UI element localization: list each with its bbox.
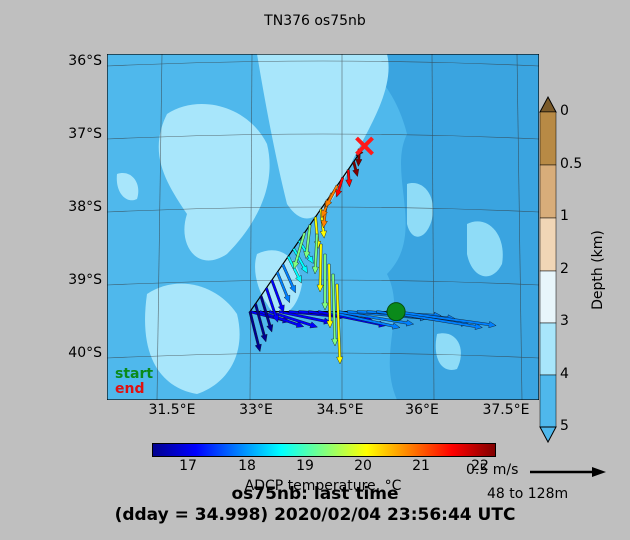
velocity-arrow — [270, 279, 285, 313]
velocity-arrow — [275, 271, 291, 304]
lon-label: 36°E — [405, 402, 439, 418]
depth-colorbar-label: Depth (km) — [590, 230, 606, 310]
depth-tick: 2 — [560, 261, 569, 277]
velocity-arrow — [345, 169, 353, 188]
temperature-tick: 17 — [179, 458, 197, 474]
lat-label: 37°S — [68, 126, 102, 142]
velocity-arrow — [321, 253, 329, 311]
scale-speed-label: 0.5 m/s — [466, 462, 519, 478]
lat-label: 40°S — [68, 345, 102, 361]
velocity-arrow — [259, 295, 274, 333]
temperature-tick: 22 — [471, 458, 489, 474]
temperature-colorbar-label: ADCP temperature, °C — [244, 478, 402, 494]
legend-start-label: start — [115, 366, 154, 382]
shallow-water-region — [158, 104, 270, 261]
end-marker — [355, 136, 374, 156]
temperature-tick: 19 — [296, 458, 314, 474]
shallow-water-region — [407, 183, 433, 237]
depth-tick: 4 — [560, 366, 569, 382]
temperature-tick: 18 — [238, 458, 256, 474]
lon-label: 34.5°E — [316, 402, 364, 418]
map-frame — [107, 54, 539, 400]
shallow-water-region — [116, 173, 139, 201]
legend-end-label: end — [115, 381, 145, 397]
lat-label: 36°S — [68, 53, 102, 69]
shallow-water-region — [257, 54, 389, 219]
velocity-arrow — [254, 303, 268, 343]
footer-title: os75nb: last time — [231, 484, 399, 504]
lat-label: 39°S — [68, 272, 102, 288]
temperature-tick: 20 — [354, 458, 372, 474]
velocity-arrow — [264, 287, 279, 323]
shallow-water-region — [467, 221, 503, 277]
footer-timestamp: (dday = 34.998) 2020/02/04 23:56:44 UTC — [114, 505, 516, 525]
velocity-arrow — [268, 310, 318, 329]
velocity-arrow — [355, 153, 363, 167]
plot-title: TN376 os75nb — [264, 13, 366, 29]
shallow-water-region — [145, 283, 240, 394]
scale-depth-range: 48 to 128m — [487, 486, 569, 502]
depth-tick: 1 — [560, 208, 569, 224]
velocity-arrow — [316, 243, 324, 293]
velocity-arrow — [292, 232, 306, 270]
depth-colorbar — [539, 95, 557, 444]
shallow-water-region — [435, 333, 461, 370]
lon-label: 37.5°E — [482, 402, 530, 418]
velocity-arrow — [352, 161, 360, 178]
depth-tick: 3 — [560, 313, 569, 329]
depth-tick: 0.5 — [560, 156, 583, 172]
velocity-arrow — [303, 224, 312, 260]
velocity-arrow — [281, 263, 296, 294]
velocity-arrow — [325, 184, 339, 208]
velocity-arrow — [335, 283, 344, 365]
depth-tick: 5 — [560, 418, 569, 434]
velocity-arrow — [311, 233, 319, 275]
velocity-arrow — [286, 255, 302, 284]
velocity-arrow — [395, 310, 497, 329]
velocity-arrow — [326, 263, 334, 329]
lat-label: 38°S — [68, 199, 102, 215]
velocity-vectors — [248, 144, 497, 365]
temperature-colorbar — [152, 443, 496, 457]
velocity-arrow — [292, 247, 308, 274]
velocity-arrow — [335, 176, 345, 198]
velocity-arrow — [331, 273, 339, 347]
velocity-arrow — [248, 311, 262, 353]
map-gridlines — [107, 54, 539, 400]
scale-arrow — [530, 467, 606, 477]
lon-label: 31.5°E — [148, 402, 196, 418]
start-marker — [386, 302, 406, 322]
lon-label: 33°E — [239, 402, 273, 418]
velocity-arrow — [278, 310, 332, 325]
depth-tick: 0 — [560, 103, 569, 119]
temperature-tick: 21 — [412, 458, 430, 474]
shallow-water-region — [255, 250, 302, 315]
